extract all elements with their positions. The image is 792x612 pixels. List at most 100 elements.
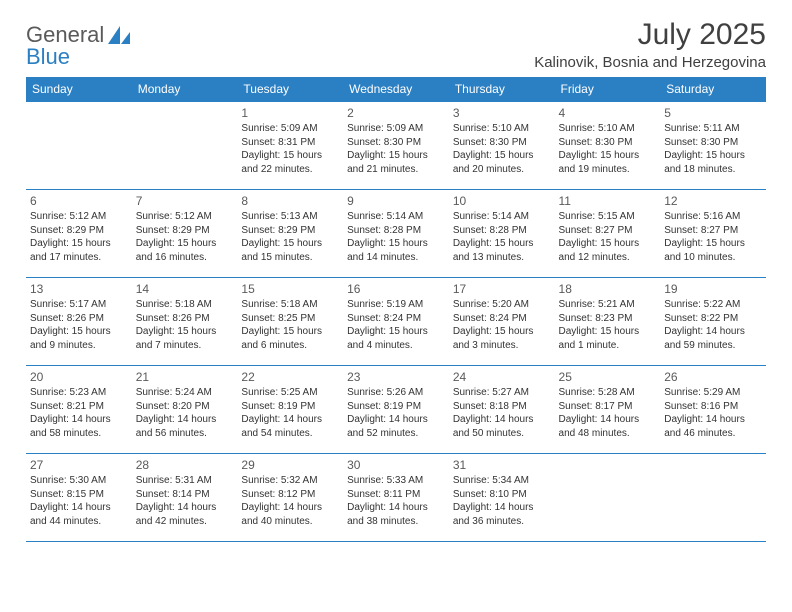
daylight-line: Daylight: 15 hours and 16 minutes.: [136, 237, 234, 264]
daylight-line: Daylight: 14 hours and 59 minutes.: [664, 325, 762, 352]
daylight-line: Daylight: 14 hours and 42 minutes.: [136, 501, 234, 528]
sunrise-line: Sunrise: 5:11 AM: [664, 122, 762, 136]
title-block: July 2025 Kalinovik, Bosnia and Herzegov…: [534, 18, 766, 71]
calendar-cell: [555, 454, 661, 542]
day-number: 23: [347, 369, 445, 385]
calendar-cell: 10Sunrise: 5:14 AMSunset: 8:28 PMDayligh…: [449, 190, 555, 278]
calendar-cell: 24Sunrise: 5:27 AMSunset: 8:18 PMDayligh…: [449, 366, 555, 454]
weekday-header: Saturday: [660, 77, 766, 102]
sunset-line: Sunset: 8:27 PM: [664, 224, 762, 238]
daylight-line: Daylight: 15 hours and 7 minutes.: [136, 325, 234, 352]
weekday-header: Wednesday: [343, 77, 449, 102]
daylight-line: Daylight: 15 hours and 1 minute.: [559, 325, 657, 352]
sunset-line: Sunset: 8:26 PM: [136, 312, 234, 326]
sunset-line: Sunset: 8:30 PM: [559, 136, 657, 150]
sunrise-line: Sunrise: 5:22 AM: [664, 298, 762, 312]
sunset-line: Sunset: 8:16 PM: [664, 400, 762, 414]
day-number: 21: [136, 369, 234, 385]
sunrise-line: Sunrise: 5:33 AM: [347, 474, 445, 488]
sunset-line: Sunset: 8:24 PM: [347, 312, 445, 326]
calendar-cell: [26, 102, 132, 190]
sunrise-line: Sunrise: 5:17 AM: [30, 298, 128, 312]
daylight-line: Daylight: 15 hours and 10 minutes.: [664, 237, 762, 264]
sunrise-line: Sunrise: 5:14 AM: [347, 210, 445, 224]
daylight-line: Daylight: 14 hours and 36 minutes.: [453, 501, 551, 528]
weekday-header: Thursday: [449, 77, 555, 102]
sunset-line: Sunset: 8:28 PM: [453, 224, 551, 238]
day-number: 17: [453, 281, 551, 297]
sunrise-line: Sunrise: 5:16 AM: [664, 210, 762, 224]
location: Kalinovik, Bosnia and Herzegovina: [534, 54, 766, 71]
weekday-header: Monday: [132, 77, 238, 102]
daylight-line: Daylight: 15 hours and 6 minutes.: [241, 325, 339, 352]
calendar-cell: 26Sunrise: 5:29 AMSunset: 8:16 PMDayligh…: [660, 366, 766, 454]
calendar-cell: 1Sunrise: 5:09 AMSunset: 8:31 PMDaylight…: [237, 102, 343, 190]
day-number: 2: [347, 105, 445, 121]
weekday-header: Tuesday: [237, 77, 343, 102]
day-number: 19: [664, 281, 762, 297]
day-number: 30: [347, 457, 445, 473]
calendar-cell: 8Sunrise: 5:13 AMSunset: 8:29 PMDaylight…: [237, 190, 343, 278]
weekday-header: Friday: [555, 77, 661, 102]
sunset-line: Sunset: 8:19 PM: [241, 400, 339, 414]
sunrise-line: Sunrise: 5:12 AM: [136, 210, 234, 224]
day-number: 14: [136, 281, 234, 297]
sunrise-line: Sunrise: 5:23 AM: [30, 386, 128, 400]
daylight-line: Daylight: 15 hours and 9 minutes.: [30, 325, 128, 352]
daylight-line: Daylight: 14 hours and 56 minutes.: [136, 413, 234, 440]
sunset-line: Sunset: 8:26 PM: [30, 312, 128, 326]
day-number: 18: [559, 281, 657, 297]
sunrise-line: Sunrise: 5:29 AM: [664, 386, 762, 400]
day-number: 25: [559, 369, 657, 385]
sunset-line: Sunset: 8:22 PM: [664, 312, 762, 326]
sunset-line: Sunset: 8:17 PM: [559, 400, 657, 414]
sunrise-line: Sunrise: 5:21 AM: [559, 298, 657, 312]
daylight-line: Daylight: 15 hours and 15 minutes.: [241, 237, 339, 264]
calendar-cell: 15Sunrise: 5:18 AMSunset: 8:25 PMDayligh…: [237, 278, 343, 366]
day-number: 29: [241, 457, 339, 473]
sunrise-line: Sunrise: 5:26 AM: [347, 386, 445, 400]
sunrise-line: Sunrise: 5:13 AM: [241, 210, 339, 224]
sunset-line: Sunset: 8:19 PM: [347, 400, 445, 414]
calendar-cell: 20Sunrise: 5:23 AMSunset: 8:21 PMDayligh…: [26, 366, 132, 454]
day-number: 15: [241, 281, 339, 297]
calendar-cell: 12Sunrise: 5:16 AMSunset: 8:27 PMDayligh…: [660, 190, 766, 278]
day-number: 24: [453, 369, 551, 385]
calendar-cell: 4Sunrise: 5:10 AMSunset: 8:30 PMDaylight…: [555, 102, 661, 190]
calendar-cell: 31Sunrise: 5:34 AMSunset: 8:10 PMDayligh…: [449, 454, 555, 542]
sunset-line: Sunset: 8:21 PM: [30, 400, 128, 414]
brand-text: General Blue: [26, 24, 104, 68]
daylight-line: Daylight: 15 hours and 18 minutes.: [664, 149, 762, 176]
brand-sail-icon: [106, 24, 132, 48]
daylight-line: Daylight: 14 hours and 38 minutes.: [347, 501, 445, 528]
daylight-line: Daylight: 14 hours and 44 minutes.: [30, 501, 128, 528]
calendar-cell: 27Sunrise: 5:30 AMSunset: 8:15 PMDayligh…: [26, 454, 132, 542]
day-number: 8: [241, 193, 339, 209]
daylight-line: Daylight: 14 hours and 54 minutes.: [241, 413, 339, 440]
sunset-line: Sunset: 8:28 PM: [347, 224, 445, 238]
day-number: 31: [453, 457, 551, 473]
day-number: 26: [664, 369, 762, 385]
day-number: 9: [347, 193, 445, 209]
sunrise-line: Sunrise: 5:15 AM: [559, 210, 657, 224]
day-number: 11: [559, 193, 657, 209]
daylight-line: Daylight: 15 hours and 12 minutes.: [559, 237, 657, 264]
daylight-line: Daylight: 14 hours and 46 minutes.: [664, 413, 762, 440]
sunrise-line: Sunrise: 5:18 AM: [241, 298, 339, 312]
sunrise-line: Sunrise: 5:20 AM: [453, 298, 551, 312]
sunrise-line: Sunrise: 5:25 AM: [241, 386, 339, 400]
sunset-line: Sunset: 8:14 PM: [136, 488, 234, 502]
calendar-body: 1Sunrise: 5:09 AMSunset: 8:31 PMDaylight…: [26, 102, 766, 542]
day-number: 16: [347, 281, 445, 297]
sunset-line: Sunset: 8:15 PM: [30, 488, 128, 502]
calendar-cell: 28Sunrise: 5:31 AMSunset: 8:14 PMDayligh…: [132, 454, 238, 542]
calendar-cell: 2Sunrise: 5:09 AMSunset: 8:30 PMDaylight…: [343, 102, 449, 190]
daylight-line: Daylight: 15 hours and 22 minutes.: [241, 149, 339, 176]
sunset-line: Sunset: 8:29 PM: [241, 224, 339, 238]
daylight-line: Daylight: 14 hours and 40 minutes.: [241, 501, 339, 528]
sunrise-line: Sunrise: 5:10 AM: [453, 122, 551, 136]
sunrise-line: Sunrise: 5:19 AM: [347, 298, 445, 312]
day-number: 12: [664, 193, 762, 209]
calendar-cell: 25Sunrise: 5:28 AMSunset: 8:17 PMDayligh…: [555, 366, 661, 454]
calendar-cell: 19Sunrise: 5:22 AMSunset: 8:22 PMDayligh…: [660, 278, 766, 366]
